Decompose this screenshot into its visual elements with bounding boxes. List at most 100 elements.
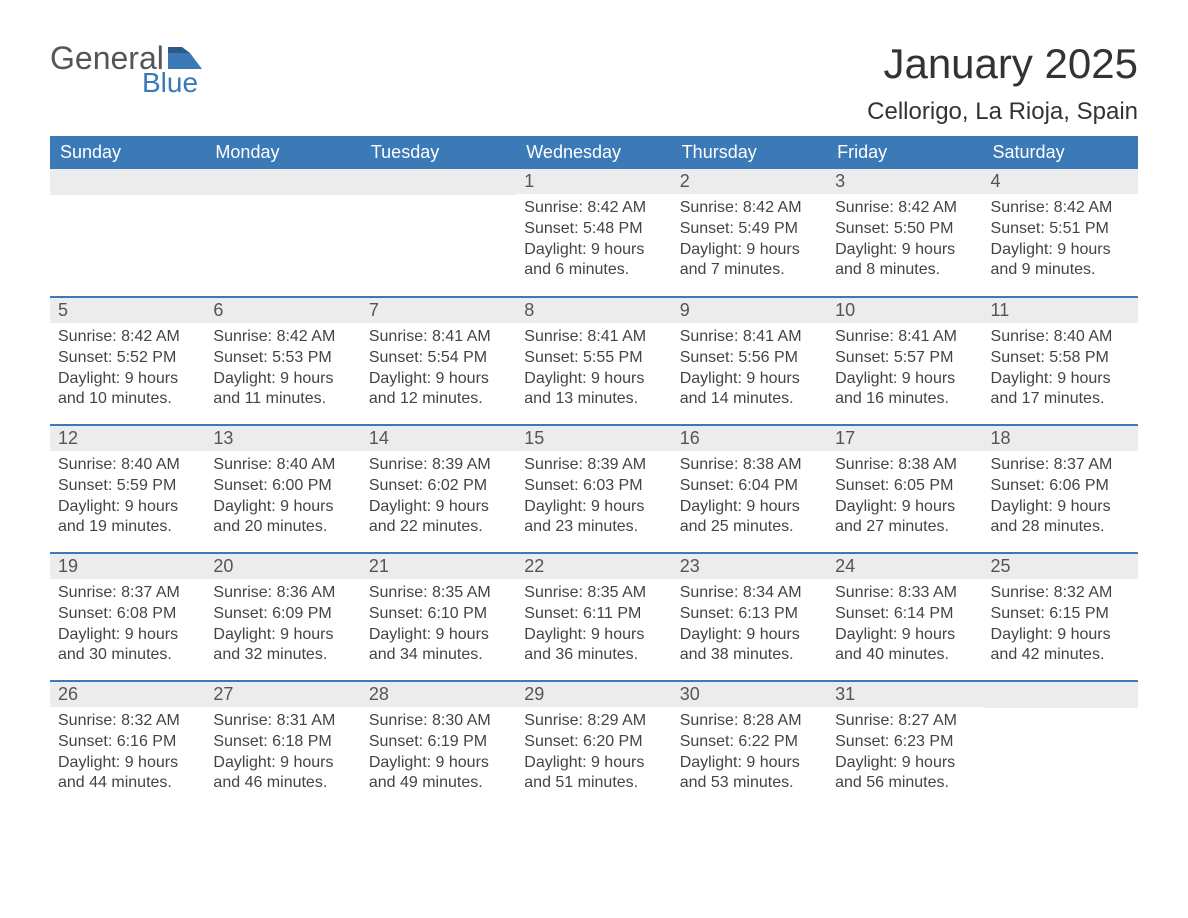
day-cell: 28Sunrise: 8:30 AMSunset: 6:19 PMDayligh… — [361, 681, 516, 809]
day-sunset: Sunset: 6:08 PM — [58, 604, 197, 625]
day-details: Sunrise: 8:33 AMSunset: 6:14 PMDaylight:… — [827, 579, 982, 676]
day-sunrise: Sunrise: 8:31 AM — [213, 711, 352, 732]
day-number: 1 — [516, 169, 671, 194]
day-sunrise: Sunrise: 8:35 AM — [524, 583, 663, 604]
day-sunrise: Sunrise: 8:41 AM — [524, 327, 663, 348]
day-d2: and 27 minutes. — [835, 517, 974, 538]
day-d2: and 25 minutes. — [680, 517, 819, 538]
day-details: Sunrise: 8:40 AMSunset: 5:59 PMDaylight:… — [50, 451, 205, 548]
day-sunrise: Sunrise: 8:42 AM — [991, 198, 1130, 219]
day-d2: and 20 minutes. — [213, 517, 352, 538]
day-number: 13 — [205, 426, 360, 451]
day-cell: 18Sunrise: 8:37 AMSunset: 6:06 PMDayligh… — [983, 425, 1138, 553]
day-d2: and 28 minutes. — [991, 517, 1130, 538]
day-number: 3 — [827, 169, 982, 194]
day-sunset: Sunset: 5:57 PM — [835, 348, 974, 369]
day-d2: and 14 minutes. — [680, 389, 819, 410]
day-sunset: Sunset: 5:58 PM — [991, 348, 1130, 369]
day-cell: 14Sunrise: 8:39 AMSunset: 6:02 PMDayligh… — [361, 425, 516, 553]
day-sunset: Sunset: 5:50 PM — [835, 219, 974, 240]
day-number: 14 — [361, 426, 516, 451]
day-cell: 19Sunrise: 8:37 AMSunset: 6:08 PMDayligh… — [50, 553, 205, 681]
day-number: 22 — [516, 554, 671, 579]
daynum-bar-empty — [205, 169, 360, 195]
day-sunrise: Sunrise: 8:30 AM — [369, 711, 508, 732]
day-sunrise: Sunrise: 8:27 AM — [835, 711, 974, 732]
day-sunset: Sunset: 6:04 PM — [680, 476, 819, 497]
day-d1: Daylight: 9 hours — [524, 625, 663, 646]
day-details: Sunrise: 8:41 AMSunset: 5:55 PMDaylight:… — [516, 323, 671, 420]
day-d1: Daylight: 9 hours — [835, 497, 974, 518]
day-sunrise: Sunrise: 8:42 AM — [524, 198, 663, 219]
day-number: 16 — [672, 426, 827, 451]
day-d1: Daylight: 9 hours — [524, 369, 663, 390]
day-d1: Daylight: 9 hours — [991, 497, 1130, 518]
day-number: 28 — [361, 682, 516, 707]
day-cell: 4Sunrise: 8:42 AMSunset: 5:51 PMDaylight… — [983, 169, 1138, 297]
month-title: January 2025 — [867, 40, 1138, 88]
day-number: 11 — [983, 298, 1138, 323]
day-sunrise: Sunrise: 8:40 AM — [213, 455, 352, 476]
day-sunrise: Sunrise: 8:34 AM — [680, 583, 819, 604]
day-sunset: Sunset: 6:13 PM — [680, 604, 819, 625]
day-d1: Daylight: 9 hours — [991, 369, 1130, 390]
day-d2: and 53 minutes. — [680, 773, 819, 794]
day-sunrise: Sunrise: 8:41 AM — [680, 327, 819, 348]
day-sunset: Sunset: 6:06 PM — [991, 476, 1130, 497]
day-d1: Daylight: 9 hours — [835, 753, 974, 774]
day-d1: Daylight: 9 hours — [991, 625, 1130, 646]
day-cell: 31Sunrise: 8:27 AMSunset: 6:23 PMDayligh… — [827, 681, 982, 809]
day-sunrise: Sunrise: 8:37 AM — [58, 583, 197, 604]
day-cell — [205, 169, 360, 297]
day-cell: 1Sunrise: 8:42 AMSunset: 5:48 PMDaylight… — [516, 169, 671, 297]
day-sunrise: Sunrise: 8:41 AM — [369, 327, 508, 348]
day-sunrise: Sunrise: 8:39 AM — [369, 455, 508, 476]
day-d2: and 7 minutes. — [680, 260, 819, 281]
day-details: Sunrise: 8:37 AMSunset: 6:06 PMDaylight:… — [983, 451, 1138, 548]
day-sunrise: Sunrise: 8:37 AM — [991, 455, 1130, 476]
day-details: Sunrise: 8:36 AMSunset: 6:09 PMDaylight:… — [205, 579, 360, 676]
day-details: Sunrise: 8:32 AMSunset: 6:16 PMDaylight:… — [50, 707, 205, 804]
week-row: 19 Sunrise: 8:37 AMSunset: 6:08 PM Dayligh… — [50, 553, 1138, 681]
day-details: Sunrise: 8:42 AMSunset: 5:50 PMDaylight:… — [827, 194, 982, 291]
day-sunset: Sunset: 5:48 PM — [524, 219, 663, 240]
day-d2: and 51 minutes. — [524, 773, 663, 794]
day-number: 6 — [205, 298, 360, 323]
day-number: 19 — [50, 554, 205, 579]
daynum-bar-empty — [361, 169, 516, 195]
day-details: Sunrise: 8:27 AMSunset: 6:23 PMDaylight:… — [827, 707, 982, 804]
daynum-bar-empty — [50, 169, 205, 195]
day-d1: Daylight: 9 hours — [369, 369, 508, 390]
day-details: Sunrise: 8:38 AMSunset: 6:05 PMDaylight:… — [827, 451, 982, 548]
day-d1: Daylight: 9 hours — [991, 240, 1130, 261]
day-d1: Daylight: 9 hours — [680, 240, 819, 261]
day-d2: and 10 minutes. — [58, 389, 197, 410]
col-header: Wednesday — [516, 136, 671, 169]
day-cell: 8Sunrise: 8:41 AMSunset: 5:55 PMDaylight… — [516, 297, 671, 425]
day-sunset: Sunset: 5:54 PM — [369, 348, 508, 369]
week-row: 12Sunrise: 8:40 AMSunset: 5:59 PMDayligh… — [50, 425, 1138, 553]
location: Cellorigo, La Rioja, Spain — [867, 98, 1138, 126]
col-header: Saturday — [983, 136, 1138, 169]
day-sunset: Sunset: 6:03 PM — [524, 476, 663, 497]
day-cell: 21Sunrise: 8:35 AMSunset: 6:10 PMDayligh… — [361, 553, 516, 681]
day-d1: Daylight: 9 hours — [524, 497, 663, 518]
day-sunset: Sunset: 6:02 PM — [369, 476, 508, 497]
daynum-bar-empty — [983, 682, 1138, 708]
day-sunrise: Sunrise: 8:42 AM — [58, 327, 197, 348]
day-d2: and 34 minutes. — [369, 645, 508, 666]
day-details: Sunrise: 8:32 AMSunset: 6:15 PMDaylight:… — [983, 579, 1138, 676]
day-details: Sunrise: 8:42 AMSunset: 5:52 PMDaylight:… — [50, 323, 205, 420]
day-cell: 6Sunrise: 8:42 AMSunset: 5:53 PMDaylight… — [205, 297, 360, 425]
day-cell: 22Sunrise: 8:35 AMSunset: 6:11 PMDayligh… — [516, 553, 671, 681]
day-cell: 2Sunrise: 8:42 AMSunset: 5:49 PMDaylight… — [672, 169, 827, 297]
day-number: 17 — [827, 426, 982, 451]
day-cell: 15Sunrise: 8:39 AMSunset: 6:03 PMDayligh… — [516, 425, 671, 553]
col-header: Monday — [205, 136, 360, 169]
day-d2: and 11 minutes. — [213, 389, 352, 410]
logo: General Blue — [50, 40, 202, 99]
day-d2: and 44 minutes. — [58, 773, 197, 794]
day-sunset: Sunset: 6:18 PM — [213, 732, 352, 753]
day-details: Sunrise: 8:39 AMSunset: 6:03 PMDaylight:… — [516, 451, 671, 548]
day-details: Sunrise: 8:39 AMSunset: 6:02 PMDaylight:… — [361, 451, 516, 548]
